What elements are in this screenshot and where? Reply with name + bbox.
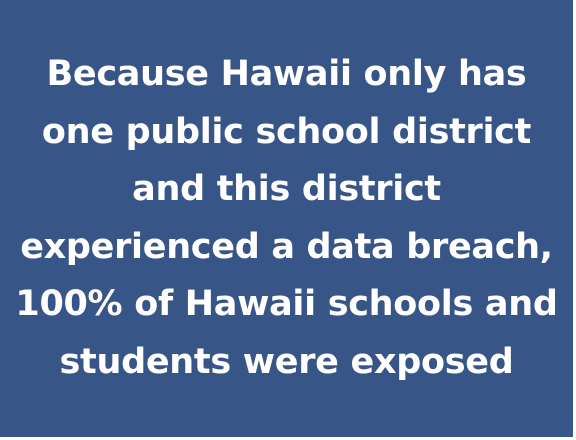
statement-line-4: experienced a data breach, <box>20 226 553 267</box>
statement-text: Because Hawaii only has one public schoo… <box>15 46 558 391</box>
statement-line-6: students were exposed <box>59 341 514 382</box>
statement-line-1: Because Hawaii only has <box>46 54 527 94</box>
statement-line-2: one public school district <box>41 111 532 152</box>
statement-line-5: 100% of Hawaii schools and <box>15 284 558 324</box>
statement-line-3: and this district <box>132 169 441 209</box>
